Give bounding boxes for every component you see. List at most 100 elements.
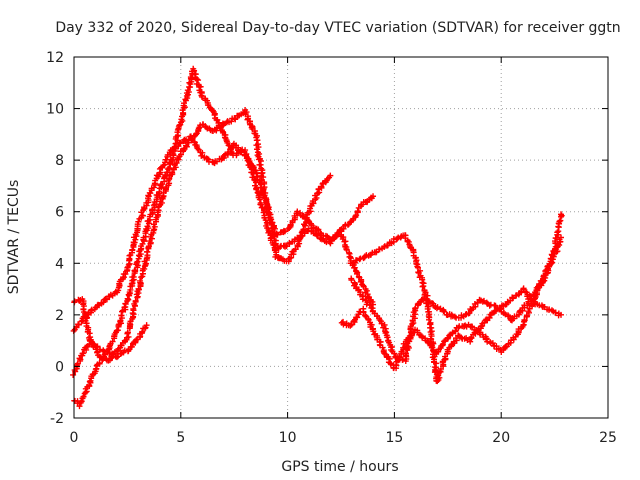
x-axis-label: GPS time / hours bbox=[281, 459, 398, 475]
data-point bbox=[254, 146, 261, 153]
y-tick-label: 8 bbox=[55, 153, 64, 169]
data-point bbox=[115, 287, 122, 294]
data-point bbox=[119, 308, 126, 315]
data-point bbox=[399, 356, 406, 363]
x-tick-label: 20 bbox=[492, 430, 510, 446]
data-point bbox=[487, 339, 494, 346]
data-point bbox=[169, 147, 176, 154]
series-track-1 bbox=[71, 65, 334, 410]
data-point bbox=[340, 225, 347, 232]
data-point bbox=[327, 172, 334, 179]
data-point bbox=[177, 139, 184, 146]
data-point bbox=[351, 264, 358, 271]
data-point bbox=[439, 341, 446, 348]
y-tick-label: -2 bbox=[50, 411, 64, 427]
data-point bbox=[94, 343, 101, 350]
data-point bbox=[166, 165, 173, 171]
x-tick-label: 15 bbox=[385, 430, 403, 446]
data-point bbox=[238, 149, 245, 156]
data-point bbox=[423, 300, 430, 307]
data-point bbox=[256, 161, 263, 168]
data-point bbox=[199, 149, 206, 156]
series-track-6 bbox=[347, 232, 565, 324]
data-point bbox=[552, 309, 559, 316]
y-tick-label: 4 bbox=[55, 256, 64, 272]
data-point bbox=[194, 145, 201, 152]
data-point bbox=[113, 354, 120, 361]
data-point bbox=[183, 143, 190, 150]
y-tick-labels: -2 0 2 4 6 8 10 12 bbox=[46, 50, 64, 427]
data-point bbox=[113, 327, 120, 334]
data-point bbox=[77, 356, 84, 363]
data-point bbox=[137, 277, 144, 284]
data-point bbox=[354, 208, 361, 215]
y-tick-label: 0 bbox=[55, 359, 64, 375]
data-point bbox=[286, 239, 293, 246]
data-point bbox=[124, 295, 131, 302]
data-point bbox=[402, 350, 409, 357]
data-point bbox=[130, 273, 137, 280]
data-point bbox=[391, 350, 398, 357]
data-point bbox=[446, 332, 453, 339]
data-point bbox=[70, 371, 77, 378]
data-point bbox=[352, 213, 359, 220]
data-point bbox=[558, 211, 565, 218]
data-point bbox=[406, 338, 413, 345]
x-tick-label: 10 bbox=[279, 430, 297, 446]
data-point bbox=[143, 248, 150, 255]
series-track-7 bbox=[348, 275, 565, 385]
data-point bbox=[96, 359, 103, 366]
data-point bbox=[429, 344, 436, 351]
data-point bbox=[450, 338, 457, 345]
plot-frame bbox=[73, 56, 609, 419]
data-point bbox=[526, 292, 533, 299]
data-point bbox=[76, 403, 83, 410]
data-point bbox=[75, 321, 82, 328]
data-point bbox=[440, 308, 447, 315]
data-point bbox=[80, 350, 87, 357]
data-point bbox=[176, 122, 183, 129]
data-point bbox=[109, 350, 116, 357]
data-point bbox=[139, 212, 146, 219]
x-tick-label: 25 bbox=[599, 430, 617, 446]
y-tick-label: 12 bbox=[46, 50, 64, 66]
data-point bbox=[558, 311, 565, 318]
data-point bbox=[444, 335, 451, 342]
data-point bbox=[250, 164, 257, 171]
data-point bbox=[134, 258, 141, 265]
data-point bbox=[124, 329, 131, 336]
data-point bbox=[198, 152, 205, 159]
data-point bbox=[552, 235, 559, 242]
data-point bbox=[139, 328, 146, 335]
data-point bbox=[479, 298, 486, 305]
data-point bbox=[504, 312, 511, 319]
data-point bbox=[294, 234, 301, 241]
data-point bbox=[441, 338, 448, 345]
data-point bbox=[387, 361, 394, 368]
data-marks bbox=[70, 65, 565, 410]
data-point bbox=[253, 186, 260, 193]
data-point bbox=[266, 214, 273, 221]
data-point bbox=[360, 308, 367, 315]
x-tick-label: 5 bbox=[176, 430, 185, 446]
data-point bbox=[232, 116, 239, 123]
data-point bbox=[381, 350, 388, 357]
data-point bbox=[199, 93, 206, 100]
data-point bbox=[370, 193, 377, 200]
data-point bbox=[143, 322, 150, 329]
data-point bbox=[530, 297, 537, 304]
data-point bbox=[556, 241, 563, 248]
data-point bbox=[197, 83, 204, 90]
data-point bbox=[204, 155, 211, 162]
data-point bbox=[552, 238, 559, 245]
x-tick-labels: 0 5 10 15 20 25 bbox=[70, 430, 617, 446]
data-point bbox=[189, 135, 196, 142]
data-point bbox=[195, 77, 202, 84]
data-point bbox=[354, 314, 361, 321]
data-point bbox=[358, 278, 365, 285]
data-point bbox=[419, 283, 426, 290]
data-point bbox=[135, 218, 142, 225]
data-point bbox=[109, 338, 116, 345]
data-point bbox=[314, 233, 321, 240]
